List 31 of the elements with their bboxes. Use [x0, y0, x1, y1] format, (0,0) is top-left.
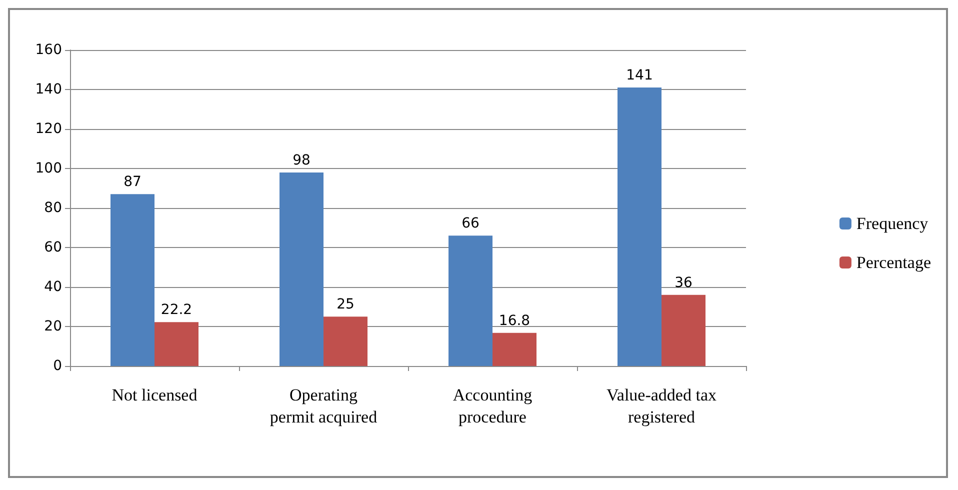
- data-label: 16.8: [498, 312, 530, 329]
- data-label: 66: [462, 216, 480, 232]
- y-tick-label: 0: [53, 358, 62, 374]
- legend-label: Percentage: [856, 253, 932, 272]
- y-tick-label: 120: [35, 121, 62, 137]
- data-label: 36: [674, 274, 692, 291]
- y-tick-label: 20: [44, 318, 62, 334]
- legend-label: Frequency: [856, 214, 929, 233]
- data-label: 25: [336, 296, 354, 313]
- y-tick-label: 100: [35, 160, 62, 176]
- x-tick-label: Accounting procedure: [452, 386, 533, 426]
- bar: [110, 194, 154, 366]
- data-label: 22.2: [160, 302, 192, 318]
- bar: [492, 332, 536, 366]
- y-tick-label: 80: [44, 200, 62, 216]
- y-tick-label: 160: [35, 42, 62, 58]
- bar: [280, 172, 324, 366]
- data-label: 87: [124, 174, 142, 190]
- y-tick-label: 40: [44, 279, 62, 295]
- bar: [448, 236, 492, 366]
- data-label: 141: [626, 68, 653, 84]
- x-tick-label: Operating permit acquired: [270, 386, 378, 426]
- x-tick-label: Value-added tax registered: [606, 386, 717, 426]
- data-label: 98: [292, 152, 310, 168]
- y-tick-label: 140: [35, 82, 62, 98]
- y-tick-label: 60: [44, 240, 62, 256]
- x-tick-label: Not licensed: [112, 386, 198, 404]
- bar: [618, 88, 662, 366]
- bar: [324, 316, 368, 366]
- bar: [154, 322, 198, 366]
- bar: [662, 294, 706, 366]
